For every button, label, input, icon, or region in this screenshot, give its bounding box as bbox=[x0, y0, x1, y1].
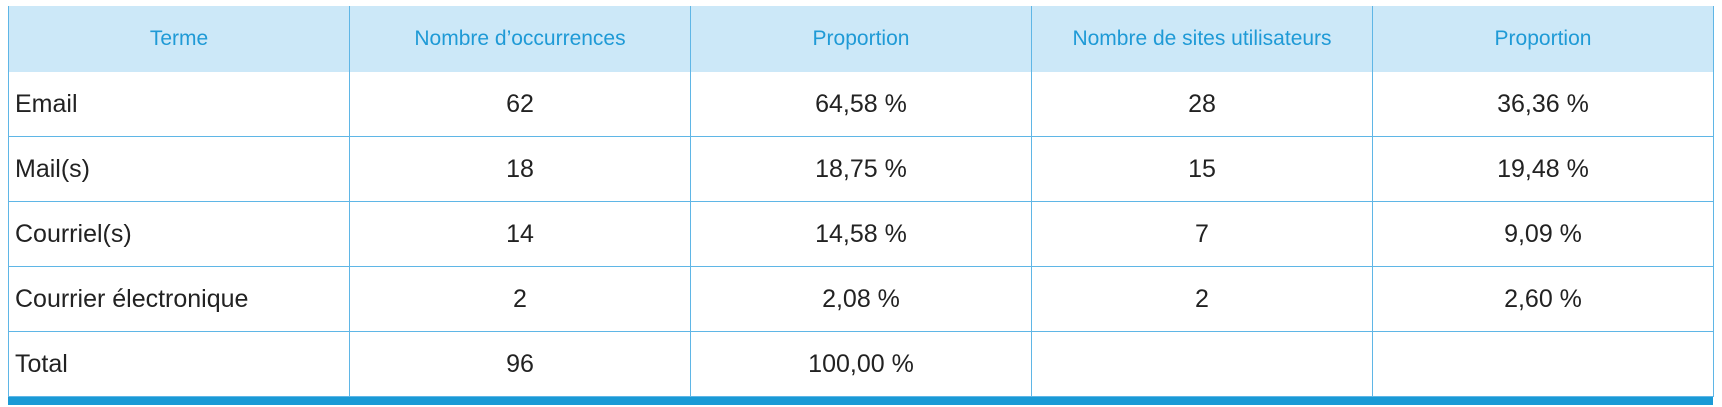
table-row: Mail(s) 18 18,75 % 15 19,48 % bbox=[8, 136, 1714, 202]
table-cell: 19,48 % bbox=[1372, 136, 1714, 202]
header-cell: Nombre de sites utilisateurs bbox=[1031, 6, 1373, 72]
table-cell: 14 bbox=[349, 201, 691, 267]
table-cell: 18 bbox=[349, 136, 691, 202]
table-cell: 62 bbox=[349, 72, 691, 137]
header-cell: Nombre d’occurrences bbox=[349, 6, 691, 72]
table-cell: 7 bbox=[1031, 201, 1373, 267]
table: Terme Nombre d’occurrences Proportion Nombr… bbox=[8, 6, 1714, 397]
table-container: Terme Nombre d’occurrences Proportion Nombr… bbox=[8, 6, 1714, 405]
table-cell: 36,36 % bbox=[1372, 72, 1714, 137]
table-cell: 2 bbox=[1031, 266, 1373, 332]
table-cell: 15 bbox=[1031, 136, 1373, 202]
table-cell: 28 bbox=[1031, 72, 1373, 137]
table-cell: 14,58 % bbox=[690, 201, 1032, 267]
table-cell: 9,09 % bbox=[1372, 201, 1714, 267]
header-row: Terme Nombre d’occurrences Proportion Nombr… bbox=[8, 6, 1714, 72]
table-cell: Courrier électronique bbox=[8, 266, 350, 332]
header-cell: Proportion bbox=[690, 6, 1032, 72]
header-cell: Proportion bbox=[1372, 6, 1714, 72]
table-cell: 2 bbox=[349, 266, 691, 332]
table-cell: Mail(s) bbox=[8, 136, 350, 202]
table-cell: Total bbox=[8, 331, 350, 397]
table-row: Courriel(s) 14 14,58 % 7 9,09 % bbox=[8, 201, 1714, 267]
table-cell: 18,75 % bbox=[690, 136, 1032, 202]
empty-cell bbox=[1031, 331, 1373, 397]
table-cell: 100,00 % bbox=[690, 331, 1032, 397]
table-cell: 2,08 % bbox=[690, 266, 1032, 332]
bottom-rule bbox=[8, 397, 1713, 405]
table-row: Courrier électronique 2 2,08 % 2 2,60 % bbox=[8, 266, 1714, 332]
table-cell: 64,58 % bbox=[690, 72, 1032, 137]
header-cell: Terme bbox=[8, 6, 350, 72]
table-cell: 2,60 % bbox=[1372, 266, 1714, 332]
table-row: Email 62 64,58 % 28 36,36 % bbox=[8, 72, 1714, 137]
table-cell: 96 bbox=[349, 331, 691, 397]
table-cell: Courriel(s) bbox=[8, 201, 350, 267]
table-cell: Email bbox=[8, 72, 350, 137]
table-row: Total 96 100,00 % bbox=[8, 331, 1714, 397]
empty-cell bbox=[1372, 331, 1714, 397]
